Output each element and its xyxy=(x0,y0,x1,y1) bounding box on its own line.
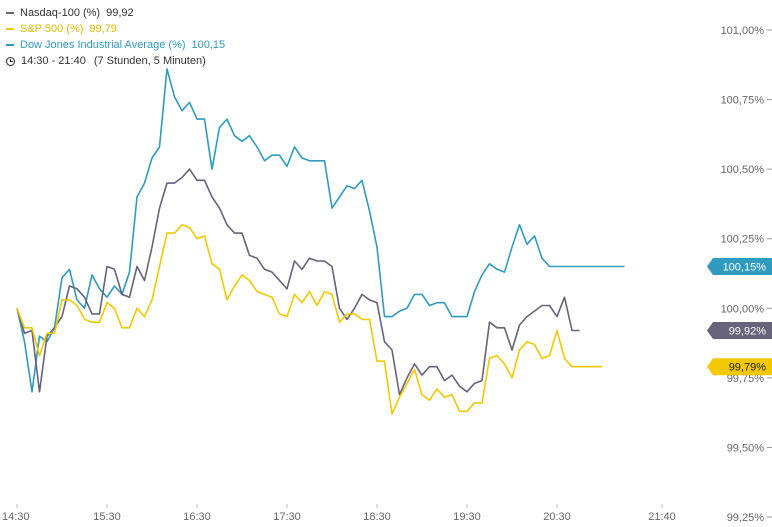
x-tick-label: 20:30 xyxy=(543,511,571,523)
y-tick-label: 99,75% xyxy=(727,373,765,385)
x-tick-label: 18:30 xyxy=(363,511,391,523)
legend-swatch-sp500 xyxy=(6,28,14,30)
legend-item-dowjones[interactable]: Dow Jones Industrial Average (%) 100,15 xyxy=(6,37,225,53)
end-label-text: 99,79% xyxy=(729,362,767,374)
x-tick-label: 15:30 xyxy=(93,511,121,523)
series-line-s-p-500 xyxy=(16,224,602,415)
legend-label-dowjones: Dow Jones Industrial Average (%) xyxy=(20,39,186,51)
x-tick-label: 19:30 xyxy=(453,511,481,523)
y-tick-label: 99,25% xyxy=(727,512,765,524)
end-label-text: 99,92% xyxy=(729,326,767,338)
y-tick-label: 99,50% xyxy=(727,442,765,454)
y-tick-label: 101,00% xyxy=(721,25,765,37)
y-tick-label: 100,00% xyxy=(721,303,765,315)
y-tick-label: 100,75% xyxy=(721,95,765,107)
time-range-label: 14:30 - 21:40 xyxy=(21,55,86,67)
x-tick-label: 16:30 xyxy=(183,511,211,523)
legend-label-nasdaq: Nasdaq-100 (%) xyxy=(20,7,101,19)
end-label-tag xyxy=(707,258,772,276)
series-line-dow-jones-industrial-average xyxy=(16,68,625,393)
time-range-detail: (7 Stunden, 5 Minuten) xyxy=(93,55,206,67)
end-label-tag xyxy=(707,322,772,340)
y-tick-label: 100,50% xyxy=(721,164,765,176)
clock-icon xyxy=(6,56,15,66)
legend-value-nasdaq: 99,92 xyxy=(106,7,134,19)
end-label-text: 100,15% xyxy=(723,262,767,274)
legend-item-sp500[interactable]: S&P 500 (%) 99,79 xyxy=(6,21,225,37)
x-tick-label: 14:30 xyxy=(2,511,30,523)
time-range: 14:30 - 21:40 (7 Stunden, 5 Minuten) xyxy=(6,53,225,69)
y-axis: 101,00% 100,75% 100,50% 100,25% 100,00% 99,75… xyxy=(721,25,772,524)
legend-swatch-dowjones xyxy=(6,44,14,46)
x-axis: 14:30 15:30 16:30 17:30 18:30 19:30 20:30 21:40 xyxy=(2,504,676,523)
legend-swatch-nasdaq xyxy=(6,12,14,14)
chart-legend: Nasdaq-100 (%) 99,92 S&P 500 (%) 99,79 D… xyxy=(6,5,225,69)
legend-value-sp500: 99,79 xyxy=(89,23,117,35)
y-tick-label: 100,25% xyxy=(721,234,765,246)
legend-value-dowjones: 100,15 xyxy=(191,39,226,51)
x-tick-label: 21:40 xyxy=(648,511,676,523)
legend-label-sp500: S&P 500 (%) xyxy=(20,23,84,35)
end-value-labels: 100,15% 99,92% 99,79% xyxy=(707,258,772,376)
series-lines xyxy=(16,68,625,415)
end-label-tag xyxy=(707,358,772,376)
x-tick-label: 17:30 xyxy=(273,511,301,523)
legend-item-nasdaq[interactable]: Nasdaq-100 (%) 99,92 xyxy=(6,5,225,21)
series-line-nasdaq-100 xyxy=(16,168,580,396)
